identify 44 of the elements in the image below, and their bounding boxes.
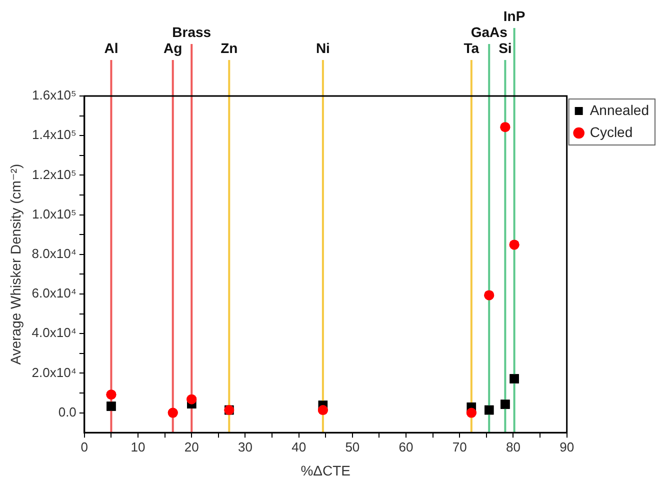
x-tick-label: 80 <box>506 440 520 455</box>
point <box>168 408 178 418</box>
ref-line-label: Ta <box>464 40 480 56</box>
ref-line-label: Si <box>498 40 512 56</box>
y-tick-label: 1.4x10⁵ <box>32 127 76 142</box>
point <box>510 374 519 384</box>
x-tick-label: 60 <box>398 440 414 455</box>
point <box>484 290 494 300</box>
ref-line-label: Brass <box>172 24 212 40</box>
ref-line-label: Al <box>104 40 118 56</box>
point <box>318 405 328 416</box>
point <box>500 122 510 132</box>
y-tick-label: 0.0 <box>58 404 76 420</box>
y-tick-label: 6.0x10⁴ <box>32 286 76 301</box>
y-tick-label: 8.0x10⁴ <box>32 246 76 261</box>
point <box>484 405 494 415</box>
x-tick-label: 90 <box>560 440 574 455</box>
y-tick-label: 1.0x10⁵ <box>32 206 76 222</box>
ref-line-label: InP <box>503 8 526 24</box>
legend-label: Annealed <box>590 102 650 118</box>
y-tick-label: 1.2x10⁵ <box>32 166 76 182</box>
x-tick-label: 30 <box>238 440 252 455</box>
x-tick-label: 0 <box>80 440 88 455</box>
y-tick-label: 1.6x10⁵ <box>32 88 76 103</box>
ref-line-label: Ag <box>164 40 182 56</box>
point <box>186 394 197 404</box>
point <box>106 390 116 400</box>
x-tick-label: 70 <box>452 440 467 455</box>
legend-label: Cycled <box>590 124 633 140</box>
y-tick-label: 4.0x10⁴ <box>32 325 76 340</box>
ref-line-label: Ni <box>316 40 330 56</box>
point <box>500 400 510 409</box>
ref-line-label: Zn <box>220 40 238 56</box>
point <box>509 240 520 250</box>
x-tick-label: 40 <box>292 440 306 455</box>
point <box>106 402 116 411</box>
x-tick-label: 50 <box>345 440 360 455</box>
point <box>466 408 476 418</box>
y-axis-title: Average Whisker Density (cm⁻²) <box>7 164 24 365</box>
y-tick-label: 2.0x10⁴ <box>32 364 76 380</box>
x-axis-title: %ΔCTE <box>300 462 351 478</box>
x-tick-label: 10 <box>130 440 146 455</box>
x-tick-label: 20 <box>184 440 199 455</box>
ref-line-label: GaAs <box>470 24 508 40</box>
